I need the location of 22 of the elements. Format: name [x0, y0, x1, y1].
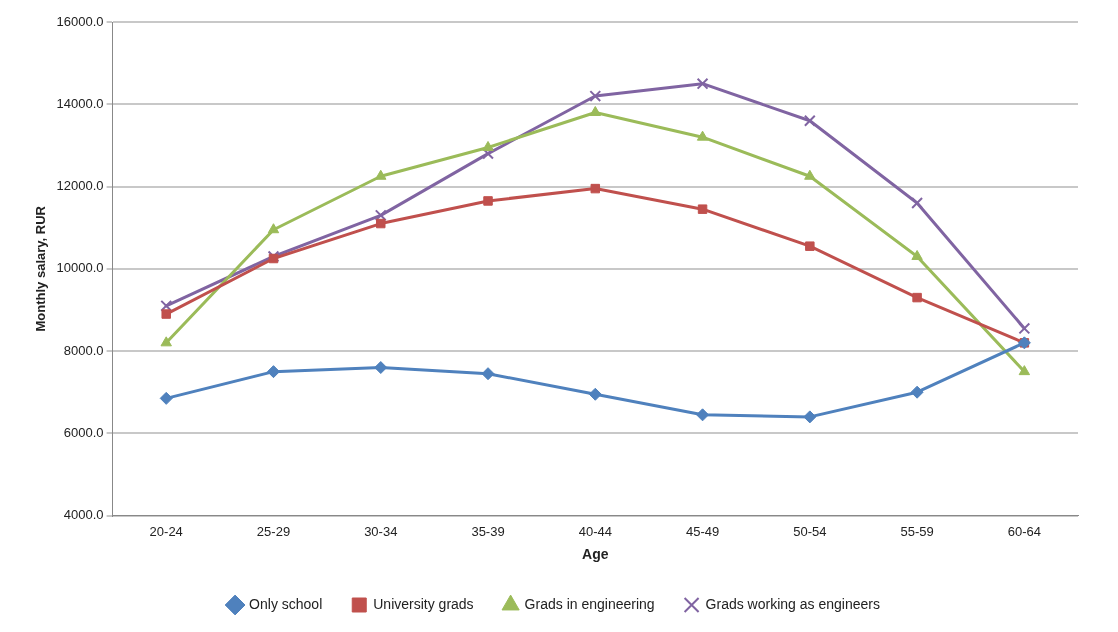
x-tick-label: 55-59	[900, 523, 934, 539]
y-tick-label: 14000.0	[56, 95, 104, 111]
y-tick-label: 4000.0	[63, 507, 104, 523]
legend-label: Only school	[249, 595, 323, 612]
x-tick-label: 45-49	[685, 523, 720, 539]
y-tick-label: 16000.0	[56, 13, 104, 29]
y-tick-label: 12000.0	[56, 178, 104, 194]
y-tick-label: 8000.0	[63, 342, 104, 358]
x-axis-title: Age	[582, 546, 609, 563]
x-tick-label: 30-34	[364, 523, 398, 539]
x-tick-label: 20-24	[149, 523, 183, 539]
x-tick-label: 35-39	[471, 523, 505, 539]
x-tick-label: 25-29	[256, 523, 291, 539]
legend-label: Grads working as engineers	[705, 595, 880, 612]
y-axis-title: Monthly salary, RUR	[33, 205, 49, 332]
legend-label: University grads	[373, 595, 474, 612]
x-tick-label: 60-64	[1007, 523, 1041, 539]
x-tick-label: 40-44	[578, 523, 612, 539]
y-tick-label: 10000.0	[56, 260, 104, 276]
legend-label: Grads in engineering	[524, 595, 655, 612]
y-tick-label: 6000.0	[63, 424, 104, 440]
x-tick-label: 50-54	[793, 523, 827, 539]
